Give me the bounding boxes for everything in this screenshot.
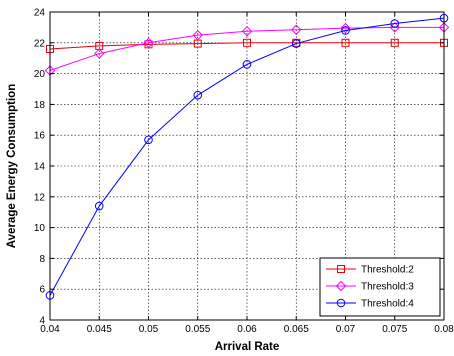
y-tick-label: 22 bbox=[34, 38, 46, 49]
legend-marker bbox=[335, 280, 347, 292]
data-point bbox=[94, 48, 105, 59]
y-tick-label: 12 bbox=[34, 192, 46, 203]
x-tick-label: 0.065 bbox=[284, 324, 309, 335]
series-line bbox=[49, 17, 445, 296]
legend-marker bbox=[336, 298, 346, 308]
data-point bbox=[291, 39, 301, 48]
x-axis-title: Arrival Rate bbox=[215, 341, 280, 353]
y-tick-label: 14 bbox=[34, 162, 46, 173]
x-tick-label: 0.06 bbox=[237, 324, 257, 335]
x-tick-label: 0.055 bbox=[185, 324, 210, 335]
legend: Threshold:2 Threshold:3 Threshold:4 bbox=[319, 257, 441, 317]
data-point bbox=[340, 22, 351, 34]
data-point bbox=[94, 201, 104, 211]
series-2 bbox=[44, 22, 450, 76]
series-line bbox=[49, 42, 444, 50]
x-tick-label: 0.075 bbox=[382, 324, 407, 335]
legend-label: Threshold:4 bbox=[361, 299, 414, 310]
series-layer bbox=[44, 13, 450, 300]
data-point bbox=[143, 37, 154, 49]
y-axis-title: Average Energy Consumption bbox=[6, 84, 18, 248]
x-tick-label: 0.045 bbox=[87, 324, 112, 335]
y-tick-label: 8 bbox=[39, 254, 45, 265]
x-tick-label: 0.07 bbox=[336, 324, 356, 335]
legend-item: Threshold:2 bbox=[326, 265, 414, 276]
data-point bbox=[291, 24, 302, 35]
y-tick-label: 24 bbox=[34, 8, 46, 19]
legend-item: Threshold:3 bbox=[326, 280, 414, 293]
legend-label: Threshold:2 bbox=[361, 265, 414, 276]
data-point bbox=[192, 29, 203, 41]
x-tick-label: 0.05 bbox=[139, 324, 159, 335]
data-point bbox=[144, 135, 153, 145]
y-tick-label: 6 bbox=[39, 285, 45, 296]
ticks: 0.04 0.045 0.05 0.055 0.06 0.065 0.07 0.075 0.08… bbox=[34, 8, 454, 336]
data-point bbox=[241, 26, 253, 37]
y-tick-label: 20 bbox=[34, 69, 46, 80]
data-point bbox=[242, 60, 252, 69]
legend-marker bbox=[337, 265, 345, 273]
data-point bbox=[390, 38, 399, 47]
data-point bbox=[341, 38, 350, 47]
series-line bbox=[49, 26, 444, 71]
data-point bbox=[193, 90, 203, 100]
legend-item: Threshold:4 bbox=[326, 299, 414, 310]
y-tick-label: 16 bbox=[34, 131, 46, 142]
y-tick-label: 10 bbox=[34, 223, 46, 234]
legend-label: Threshold:3 bbox=[361, 282, 414, 293]
series-3 bbox=[45, 13, 449, 300]
y-tick-label: 18 bbox=[34, 100, 46, 111]
y-tick-label: 4 bbox=[39, 316, 45, 327]
x-tick-label: 0.08 bbox=[434, 324, 454, 335]
x-tick-label: 0.04 bbox=[40, 324, 60, 335]
data-point bbox=[390, 19, 400, 28]
data-point bbox=[341, 26, 350, 35]
data-point bbox=[243, 38, 251, 47]
